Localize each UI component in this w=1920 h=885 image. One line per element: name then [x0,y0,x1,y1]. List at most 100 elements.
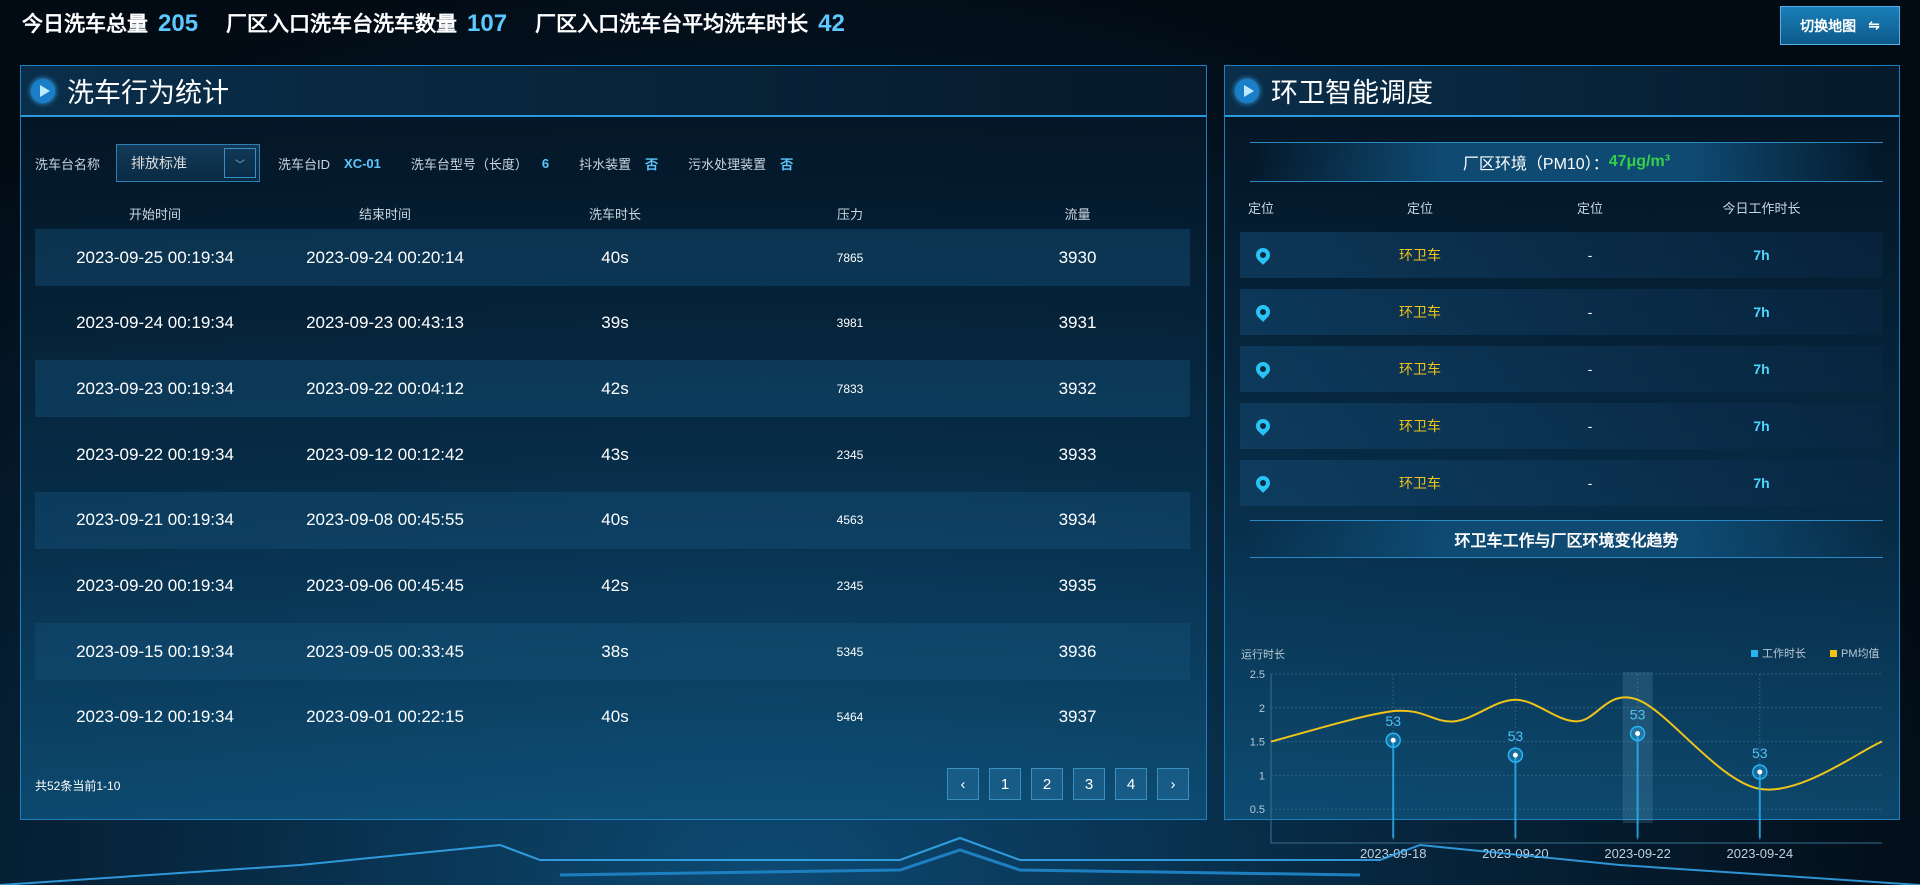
work-data-label: 53 [1385,713,1401,729]
table-cell: 2023-09-06 00:45:45 [306,575,464,595]
table-header: 开始时间 结束时间 洗车时长 压力 流量 [128,207,1091,222]
vehicle-status: - [1587,475,1593,491]
table-row[interactable]: 2023-09-21 00:19:34 2023-09-08 00:45:55 40… [35,491,1190,549]
table-cell: 2023-09-22 00:04:12 [306,378,464,398]
y-tick-label: 1.5 [1250,737,1265,749]
stat-avg-duration: 厂区入口洗车台平均洗车时长 42 [535,10,845,37]
pagination: ‹ 1 2 3 4 › [947,768,1189,800]
work-data-label: 53 [1508,728,1524,744]
table-cell: 2023-09-08 00:45:55 [306,510,464,530]
work-data-label: 53 [1752,745,1768,761]
table-cell: 43s [601,444,629,464]
work-hours: 7h [1753,247,1770,263]
table-cell: 2023-09-23 00:19:34 [76,378,234,398]
table-cell: 7833 [836,381,864,396]
wash-stats-panel: 洗车行为统计 洗车台名称 排放标准 ﹀ 洗车台ID XC-01 洗车台型号（长度） 6… [20,65,1207,820]
y-tick-label: 2.5 [1250,669,1265,681]
table-cell: 3931 [1058,313,1097,333]
work-pin-dot [1757,769,1763,775]
table-row[interactable]: 2023-09-15 00:19:34 2023-09-05 00:33:45 38… [35,623,1190,681]
location-pin-icon[interactable] [1253,302,1273,322]
table-row[interactable]: 2023-09-23 00:19:34 2023-09-22 00:04:12 42… [35,360,1190,418]
y-axis-label: 运行时长 [1241,648,1285,661]
page-1-button[interactable]: 1 [989,768,1021,800]
wash-station-select[interactable]: 排放标准 ﹀ [116,144,261,182]
play-icon [31,78,55,103]
work-hours: 7h [1753,361,1770,377]
vehicle-name: 环卫车 [1399,361,1441,377]
vehicle-name: 环卫车 [1399,418,1441,434]
table-row[interactable]: 2023-09-25 00:19:34 2023-09-24 00:20:14 40… [35,229,1190,286]
chart-title: 环卫车工作与厂区环境变化趋势 [1250,520,1883,558]
legend-swatch-pm [1830,650,1837,657]
switch-map-button[interactable]: 切换地图 ⇋ [1780,6,1900,45]
prev-page-button[interactable]: ‹ [947,768,979,800]
table-cell: 2345 [836,447,864,462]
vehicle-row[interactable]: 环卫车 - 7h [1240,460,1883,506]
table-cell: 2023-09-05 00:33:45 [306,641,464,661]
page-2-button[interactable]: 2 [1031,768,1063,800]
vehicle-row[interactable]: 环卫车 - 7h [1240,346,1883,392]
vehicle-row[interactable]: 环卫车 - 7h [1240,232,1883,278]
stat-total: 今日洗车总量 205 [22,10,199,37]
work-pin-dot [1635,730,1641,736]
bottom-decoration [0,836,1920,885]
legend-swatch-work [1751,650,1758,657]
table-cell: 7865 [836,250,864,265]
legend-work: 工作时长 [1762,647,1806,660]
vehicle-table-body: 环卫车 - 7h 环卫车 - 7h 环卫车 - 7h 环卫车 - 7h 环卫车 - 7h [1240,232,1883,517]
work-pin-dot [1390,737,1396,743]
vehicle-status: - [1587,304,1593,320]
stat-entrance-count: 厂区入口洗车台洗车数量 107 [226,10,508,37]
table-cell: 2023-09-12 00:19:34 [76,707,234,727]
table-cell: 2023-09-23 00:43:13 [306,313,464,333]
y-tick-label: 2 [1259,703,1265,715]
filter-row: 洗车台名称 排放标准 ﹀ 洗车台ID XC-01 洗车台型号（长度） 6 抖水装置否 … [35,144,823,182]
page-4-button[interactable]: 4 [1115,768,1147,800]
table-cell: 2023-09-24 00:19:34 [76,313,234,333]
table-cell: 2023-09-22 00:19:34 [76,444,234,464]
work-hours: 7h [1753,475,1770,491]
table-cell: 3930 [1058,247,1097,267]
work-pin-dot [1512,752,1518,758]
table-cell: 5345 [836,644,864,659]
x-tick-label: 2023-09-24 [1727,846,1794,861]
panel-title: 洗车行为统计 [67,78,229,108]
sanitation-dispatch-panel: 环卫智能调度 厂区环境（PM10）： 47μg/m³ 定位 定位 定位 今日工作时… [1224,65,1900,861]
vehicle-row[interactable]: 环卫车 - 7h [1240,403,1883,449]
swap-arrows-icon: ⇋ [1868,17,1880,33]
table-row[interactable]: 2023-09-12 00:19:34 2023-09-01 00:22:15 40… [35,689,1190,746]
location-pin-icon[interactable] [1253,245,1273,265]
y-tick-label: 0.5 [1250,804,1265,816]
page-3-button[interactable]: 3 [1073,768,1105,800]
location-pin-icon[interactable] [1253,359,1273,379]
x-tick-label: 2023-09-22 [1604,846,1671,861]
vehicle-name: 环卫车 [1399,475,1441,491]
vehicle-status: - [1587,418,1593,434]
table-cell: 40s [601,707,629,727]
table-cell: 2023-09-25 00:19:34 [76,247,234,267]
table-cell: 2023-09-21 00:19:34 [76,510,234,530]
panel-header: 洗车行为统计 [21,66,1206,117]
table-row[interactable]: 2023-09-22 00:19:34 2023-09-12 00:12:42 43… [35,426,1190,483]
table-cell: 2345 [836,578,864,593]
location-pin-icon[interactable] [1253,473,1273,493]
table-cell: 2023-09-20 00:19:34 [76,575,234,595]
table-cell: 2023-09-12 00:12:42 [306,444,464,464]
table-cell: 3935 [1058,575,1097,595]
vehicle-status: - [1587,247,1593,263]
panel-header: 环卫智能调度 [1225,66,1899,117]
pm10-indicator: 厂区环境（PM10）： 47μg/m³ [1250,142,1883,182]
location-pin-icon[interactable] [1253,416,1273,436]
table-row[interactable]: 2023-09-20 00:19:34 2023-09-06 00:45:45 42… [35,557,1190,614]
table-cell: 42s [601,378,629,398]
vehicle-status: - [1587,361,1593,377]
table-cell: 42s [601,575,629,595]
next-page-button[interactable]: › [1157,768,1189,800]
summary-stats: 今日洗车总量 205 厂区入口洗车台洗车数量 107 厂区入口洗车台平均洗车时长 42 [22,8,845,38]
table-cell: 3936 [1058,641,1097,661]
table-row[interactable]: 2023-09-24 00:19:34 2023-09-23 00:43:13 39… [35,295,1190,352]
vehicle-table-header: 定位 定位 定位 今日工作时长 [1248,201,1801,216]
vehicle-row[interactable]: 环卫车 - 7h [1240,289,1883,335]
